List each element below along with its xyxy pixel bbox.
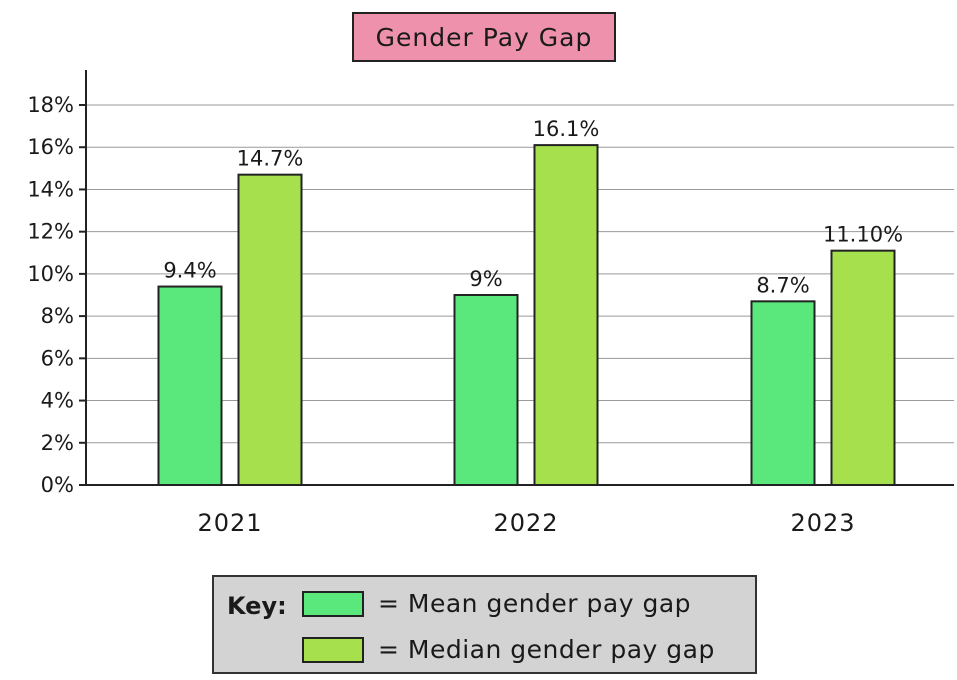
data-label: 8.7%: [756, 273, 809, 297]
bar-mean-2021: [157, 285, 223, 486]
data-label: 9%: [469, 267, 502, 291]
x-tick-label: 2021: [197, 509, 262, 537]
gridlines: [86, 104, 954, 444]
x-tick-label: 2022: [493, 509, 558, 537]
y-tick-label: 4%: [41, 389, 74, 413]
bar-median-2022: [533, 144, 599, 486]
y-tick-label: 12%: [27, 220, 74, 244]
data-label: 9.4%: [163, 259, 216, 283]
legend-swatch-mean: [302, 590, 364, 617]
y-tick-label: 0%: [41, 473, 74, 497]
data-label: 16.1%: [533, 117, 600, 141]
legend-label-mean: = Mean gender pay gap: [378, 589, 692, 618]
legend-item-mean: = Mean gender pay gap: [302, 589, 691, 618]
bar-median-2023: [830, 249, 896, 486]
data-label: 11.10%: [823, 223, 903, 247]
chart-title: Gender Pay Gap: [352, 12, 616, 62]
labels: 0% 2% 4% 6% 8% 10% 12% 14% 16% 18% 9.4% 14.7% 2021 9%…: [27, 93, 903, 537]
y-tick-label: 14%: [27, 177, 74, 201]
y-tick-label: 2%: [41, 431, 74, 455]
y-tick-label: 10%: [27, 262, 74, 286]
data-label: 14.7%: [237, 147, 304, 171]
y-tick-label: 8%: [41, 304, 74, 328]
x-tick-label: 2023: [790, 509, 855, 537]
bars: [157, 144, 896, 487]
chart-title-text: Gender Pay Gap: [375, 22, 593, 52]
legend-label-median: = Median gender pay gap: [378, 635, 715, 664]
legend-swatch-median: [302, 636, 364, 663]
y-tick-label: 16%: [27, 135, 74, 159]
bar-mean-2023: [750, 300, 816, 487]
bar-median-2021: [237, 173, 303, 487]
axes: [79, 70, 954, 486]
bar-mean-2022: [453, 294, 519, 486]
y-tick-label: 6%: [41, 346, 74, 370]
legend: Key: = Mean gender pay gap = Median gend…: [212, 575, 757, 674]
legend-item-median: = Median gender pay gap: [302, 635, 715, 664]
y-tick-label: 18%: [27, 93, 74, 117]
legend-heading: Key:: [227, 592, 287, 620]
